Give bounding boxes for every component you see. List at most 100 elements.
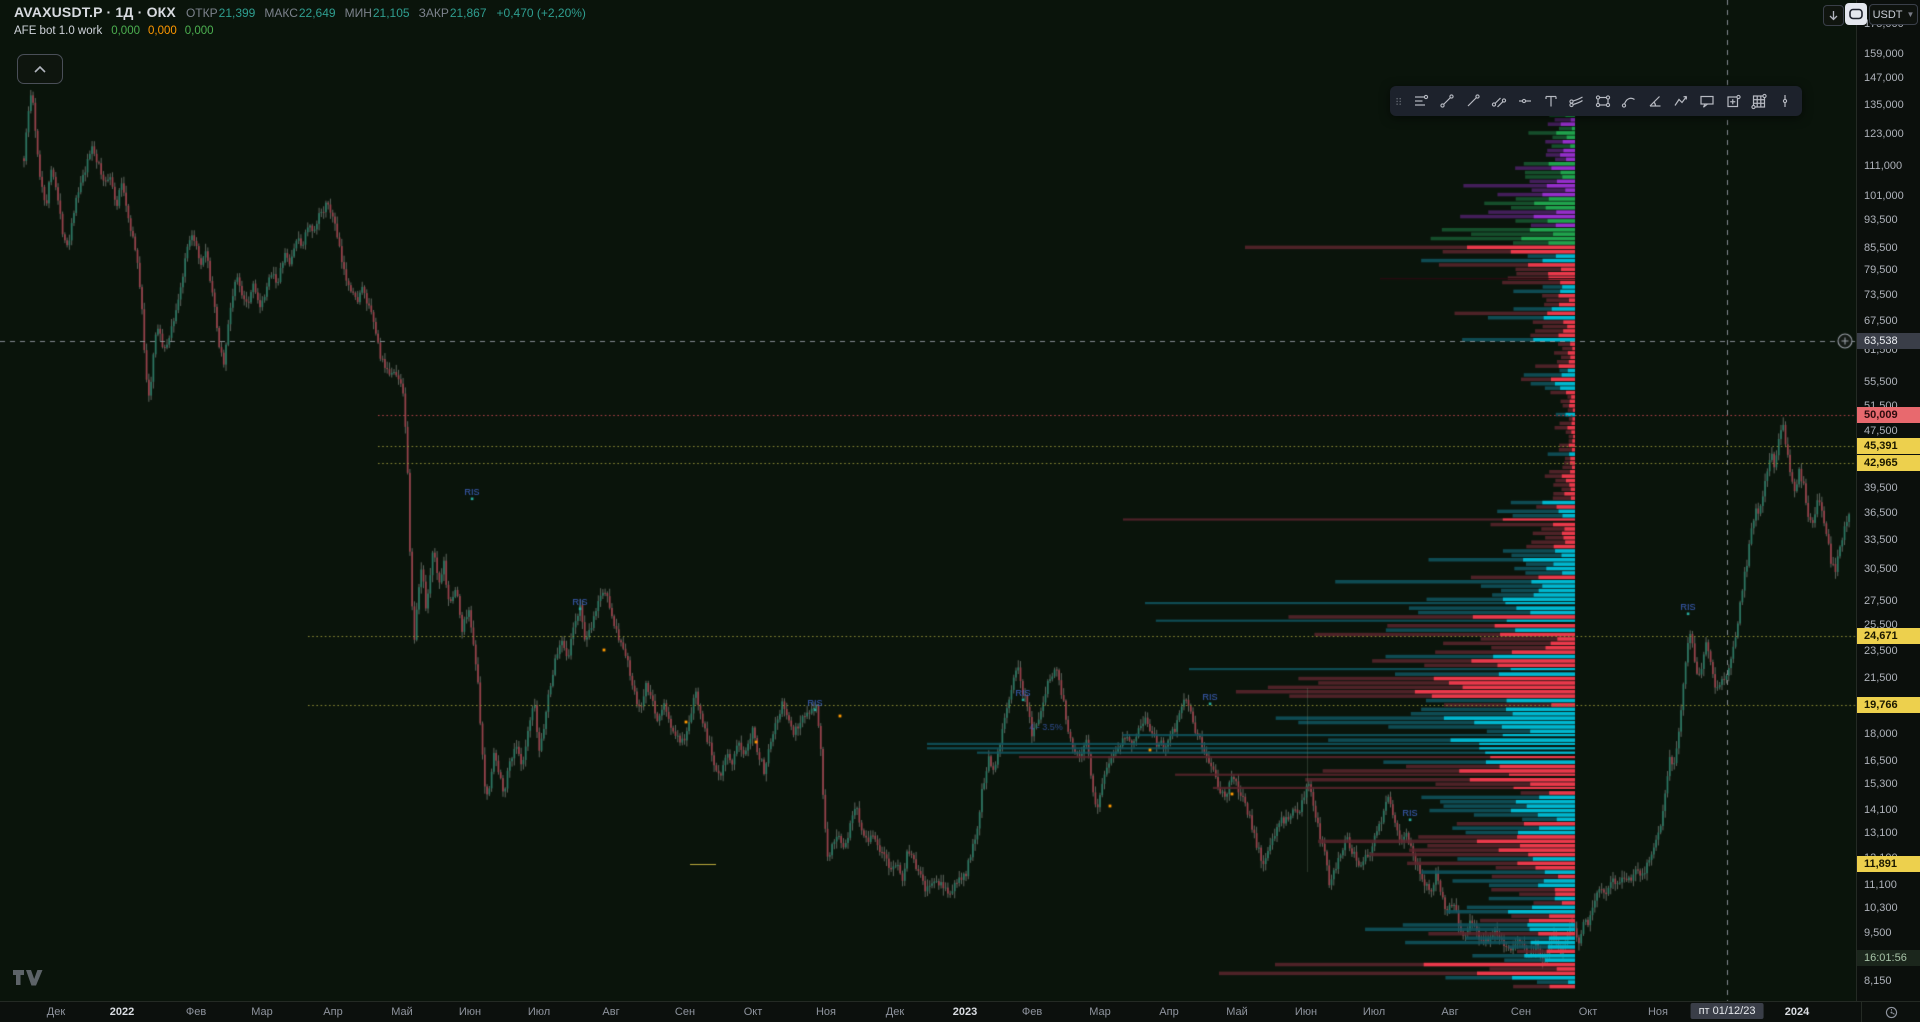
price-tick: 47,500 <box>1864 424 1898 437</box>
time-tick: Апр <box>1159 1006 1179 1018</box>
price-tick: 11,100 <box>1864 878 1897 891</box>
legend-collapse-button[interactable] <box>17 54 63 84</box>
ohlc-item: МИН21,105 <box>344 6 410 20</box>
time-tick: Май <box>1226 1006 1248 1018</box>
wave-tool[interactable] <box>1668 87 1694 115</box>
screenshot-button[interactable] <box>1845 3 1867 25</box>
ohlc-item: МАКС22,649 <box>264 6 336 20</box>
indicator-values: 0,000 0,000 0,000 <box>111 25 213 37</box>
time-tick: Ноя <box>815 1006 837 1018</box>
legend-symbol-row: AVAXUSDT.P · 1Д · ОКХ ОТКР21,399 МАКС22,6… <box>14 4 586 20</box>
pitchfork-tool-icon <box>1569 96 1583 108</box>
camera-icon <box>1849 8 1863 20</box>
text-tool-icon <box>1545 95 1557 107</box>
ohlc-item: ОТКР21,399 <box>185 6 256 20</box>
price-axis[interactable]: 175,000159,000147,000135,000123,000111,0… <box>1856 0 1920 1001</box>
time-tick: Ноя <box>1647 1006 1669 1018</box>
currency-label: USDT <box>1872 8 1903 21</box>
price-tick: 15,300 <box>1864 778 1898 791</box>
price-tick: 85,500 <box>1864 241 1898 254</box>
price-tick: 16,500 <box>1864 754 1898 767</box>
pitchfork-tool[interactable] <box>1564 87 1590 115</box>
price-tick: 55,500 <box>1864 376 1898 389</box>
price-chart-canvas[interactable] <box>0 0 1856 1001</box>
crosshair-price-label: 63,538 <box>1857 332 1920 349</box>
price-tick: 101,000 <box>1864 189 1904 202</box>
level-price-label: 11,891 <box>1857 855 1920 872</box>
anchored-note-tool-icon <box>1727 94 1741 108</box>
tradingview-logo[interactable] <box>12 968 46 992</box>
time-tick: Июн <box>1294 1006 1318 1018</box>
price-tick: 21,500 <box>1864 672 1898 685</box>
wave-tool-icon <box>1674 95 1688 106</box>
price-tick: 39,500 <box>1864 482 1898 495</box>
horizontal-ray-tool[interactable] <box>1512 87 1538 115</box>
level-price-label: 45,391 <box>1857 437 1920 454</box>
price-tick: 27,500 <box>1864 595 1898 608</box>
price-tick: 36,500 <box>1864 507 1898 520</box>
price-tick: 79,500 <box>1864 264 1898 277</box>
drag-handle[interactable] <box>1394 87 1408 115</box>
clock-icon <box>1885 1006 1897 1019</box>
indicator-title[interactable]: AFE bot 1.0 work <box>14 25 103 37</box>
text-tool[interactable] <box>1538 87 1564 115</box>
callout-tool-icon <box>1700 95 1714 108</box>
price-tick: 135,000 <box>1864 99 1904 112</box>
brush-tool[interactable] <box>1616 87 1642 115</box>
time-tick: Авг <box>1441 1006 1459 1018</box>
timezone-button[interactable] <box>1861 1002 1920 1022</box>
time-tick: Фев <box>185 1006 207 1018</box>
callout-tool[interactable] <box>1694 87 1720 115</box>
price-tick: 111,000 <box>1864 160 1903 173</box>
indicator-value: 0,000 <box>111 25 140 37</box>
drag-handle-icon <box>1396 97 1401 105</box>
ohlc-item: ЗАКР21,867 <box>418 6 487 20</box>
horizontal-lines-tool[interactable] <box>1408 87 1434 115</box>
time-tick: Май <box>391 1006 413 1018</box>
parallel-channel-tool[interactable] <box>1486 87 1512 115</box>
time-tick: 2022 <box>109 1006 135 1018</box>
currency-selector[interactable]: USDT ▼ <box>1869 4 1918 25</box>
ohlc-values: ОТКР21,399 МАКС22,649 МИН21,105 ЗАКР21,867 <box>186 6 487 20</box>
price-tick: 33,500 <box>1864 533 1898 546</box>
horizontal-ray-tool-icon <box>1519 98 1531 104</box>
level-price-label: 42,965 <box>1857 454 1920 471</box>
level-price-label: 19,766 <box>1857 697 1920 713</box>
bar-countdown-label: 16:01:56 <box>1857 950 1920 966</box>
time-tick: Сен <box>674 1006 696 1018</box>
trend-line-tool[interactable] <box>1460 87 1486 115</box>
grid-tool-icon <box>1751 93 1767 110</box>
chevron-down-icon: ▼ <box>1906 10 1915 19</box>
trend-angle-tool[interactable] <box>1642 87 1668 115</box>
time-axis[interactable]: Дек 2022 Фев Мар Апр Май Июн Июл Авг Сен Окт Ноя Дек… <box>0 1001 1920 1022</box>
time-tick: Дек <box>885 1006 905 1018</box>
time-tick: Мар <box>1089 1006 1111 1018</box>
vertical-line-tool[interactable] <box>1772 87 1798 115</box>
time-tick: Апр <box>323 1006 343 1018</box>
grid-tool[interactable] <box>1746 87 1772 115</box>
anchored-note-tool[interactable] <box>1720 87 1746 115</box>
price-tick: 147,000 <box>1864 72 1904 85</box>
alert-price-label: 50,009 <box>1857 407 1920 424</box>
chevron-up-icon <box>34 65 46 73</box>
price-tick: 13,100 <box>1864 826 1898 839</box>
symbol-title[interactable]: AVAXUSDT.P · 1Д · ОКХ <box>14 4 176 20</box>
scroll-down-button[interactable] <box>1823 5 1844 26</box>
indicator-value: 0,000 <box>148 25 177 37</box>
time-tick: Окт <box>743 1006 763 1018</box>
rectangle-tool[interactable] <box>1590 87 1616 115</box>
time-tick: Мар <box>251 1006 273 1018</box>
trend-segment-tool[interactable] <box>1434 87 1460 115</box>
time-tick: 2024 <box>1784 1006 1810 1018</box>
time-tick: Июн <box>458 1006 482 1018</box>
time-tick: Июл <box>1362 1006 1386 1018</box>
rectangle-tool-icon <box>1595 95 1611 108</box>
indicator-value: 0,000 <box>184 25 214 37</box>
tradingview-logo-icon <box>13 970 43 986</box>
price-tick: 9,500 <box>1864 927 1892 940</box>
drawing-toolbar <box>1390 86 1802 116</box>
price-tick: 73,500 <box>1864 288 1898 301</box>
horizontal-lines-tool-icon <box>1415 94 1429 106</box>
price-tick: 18,000 <box>1864 727 1898 740</box>
